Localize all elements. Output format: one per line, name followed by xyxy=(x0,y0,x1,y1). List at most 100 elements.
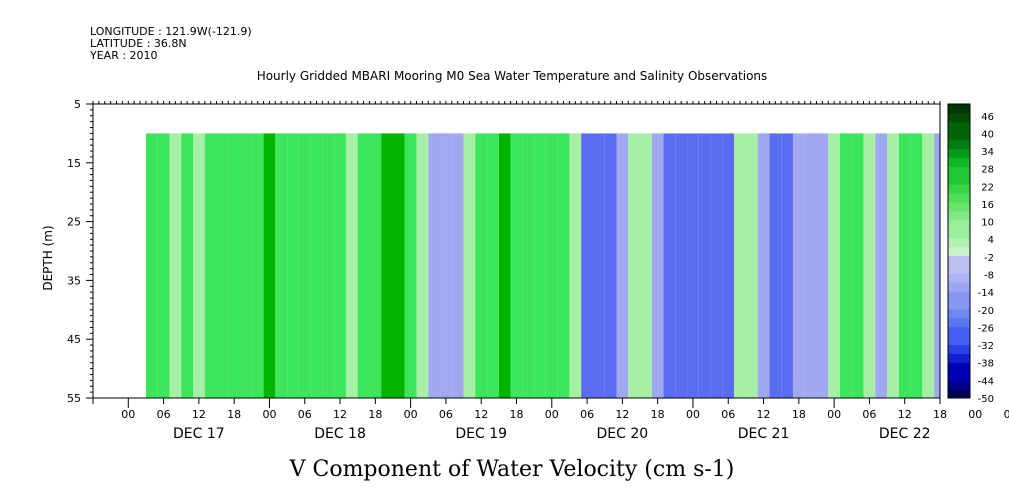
heatmap-cell xyxy=(887,133,899,398)
x-hour-tick-label: 18 xyxy=(368,408,382,421)
heatmap-cell xyxy=(781,133,793,398)
x-hour-tick-label: 12 xyxy=(192,408,206,421)
colorbar: 46 40 34 28 22 16 10 4 -2 -8 -14 -20 -26 -32 -38 -44 -50 xyxy=(947,103,994,405)
colorbar-swatch xyxy=(948,193,970,203)
heatmap-cell xyxy=(392,133,405,398)
heatmap-cell xyxy=(545,133,558,398)
heatmap-cell xyxy=(169,133,182,398)
x-hour-tick-label: 00 xyxy=(827,408,841,421)
colorbar-swatch xyxy=(948,362,970,372)
x-hour-tick-label: 18 xyxy=(933,408,947,421)
x-day-label: DEC 20 xyxy=(597,426,649,442)
colorbar-frame xyxy=(947,103,971,399)
heatmap-cell xyxy=(416,133,429,398)
heatmap-cell xyxy=(310,133,323,398)
colorbar-swatch xyxy=(948,210,970,221)
heatmap-cell xyxy=(569,133,582,398)
heatmap-cell xyxy=(640,133,652,398)
heatmap-cell xyxy=(863,133,876,398)
x-hour-tick-label: 12 xyxy=(333,408,347,421)
x-day-label: DEC 19 xyxy=(455,426,507,442)
heatmap-cell xyxy=(828,133,841,398)
colorbar-swatch xyxy=(948,112,970,123)
heatmap-cell xyxy=(698,133,711,398)
colorbar-swatch xyxy=(948,344,970,354)
x-hour-tick-label: 06 xyxy=(439,408,453,421)
x-hour-tick-label: 06 xyxy=(1004,408,1009,421)
x-day-label: DEC 22 xyxy=(879,426,931,442)
colorbar-swatch xyxy=(948,148,970,158)
colorbar-label: -2 xyxy=(984,253,994,264)
colorbar-swatch xyxy=(948,166,970,176)
heatmap-cell xyxy=(769,133,782,398)
x-day-label: DEC 17 xyxy=(173,426,225,442)
heatmap-cell xyxy=(875,133,888,398)
colorbar-swatch xyxy=(948,389,970,399)
colorbar-label: 10 xyxy=(981,218,994,229)
heatmap-cell xyxy=(287,133,299,398)
heatmap-cell xyxy=(216,133,229,398)
heatmap-cell xyxy=(534,133,546,398)
y-tick-label: 45 xyxy=(67,333,81,346)
heatmap-cell xyxy=(816,133,829,398)
y-tick-label: 35 xyxy=(67,274,81,287)
heatmap-cell xyxy=(181,133,193,398)
latitude-label: LATITUDE : 36.8N xyxy=(90,37,187,50)
heatmap-cell xyxy=(792,133,805,398)
heatmap-cell xyxy=(498,133,511,398)
x-hour-tick-label: 18 xyxy=(651,408,665,421)
heatmap-cell xyxy=(275,133,288,398)
heatmap-cell xyxy=(228,133,241,398)
colorbar-label: 40 xyxy=(981,129,994,140)
heatmap-cell xyxy=(722,133,735,398)
colorbar-swatch xyxy=(948,202,970,212)
colorbar-label: -20 xyxy=(978,306,994,317)
colorbar-swatch xyxy=(948,380,970,390)
heatmap-cell xyxy=(557,133,570,398)
colorbar-swatch xyxy=(948,228,970,239)
x-hour-tick-label: 12 xyxy=(474,408,488,421)
year-label: YEAR : 2010 xyxy=(89,49,158,62)
colorbar-label: 46 xyxy=(981,112,994,123)
colorbar-label: -38 xyxy=(978,359,994,370)
x-day-label: DEC 18 xyxy=(314,426,366,442)
heatmap-cell xyxy=(898,133,911,398)
colorbar-label: 28 xyxy=(981,165,994,176)
x-day-label: DEC 21 xyxy=(738,426,790,442)
x-hour-tick-label: 18 xyxy=(792,408,806,421)
x-hour-tick-label: 18 xyxy=(227,408,241,421)
x-hour-tick-label: 06 xyxy=(580,408,594,421)
heatmap-cell xyxy=(510,133,523,398)
heatmap-cell xyxy=(757,133,770,398)
x-hour-tick-label: 18 xyxy=(510,408,524,421)
colorbar-swatch xyxy=(948,335,970,346)
colorbar-label: -8 xyxy=(984,271,994,282)
colorbar-swatch xyxy=(948,291,970,301)
colorbar-swatch xyxy=(948,371,970,381)
y-axis: 5 15 25 35 45 55 xyxy=(67,98,93,405)
heatmap-cell xyxy=(463,133,476,398)
heatmap-cells xyxy=(145,133,940,398)
colorbar-swatch xyxy=(948,282,970,292)
x-hour-tick-label: 06 xyxy=(862,408,876,421)
colorbar-swatch xyxy=(948,255,970,265)
colorbar-label: -14 xyxy=(978,288,994,299)
y-axis-label: DEPTH (m) xyxy=(41,225,55,290)
heatmap-cell xyxy=(734,133,746,398)
x-hour-tick-label: 06 xyxy=(721,408,735,421)
colorbar-swatch xyxy=(948,130,970,141)
heatmap-cell xyxy=(616,133,629,398)
heatmap-cell xyxy=(263,133,276,398)
colorbar-label: 34 xyxy=(981,147,994,158)
colorbar-label: -26 xyxy=(978,323,994,334)
x-hour-tick-label: 06 xyxy=(298,408,312,421)
heatmap-cell xyxy=(357,133,370,398)
heatmap-cell xyxy=(404,133,417,398)
heatmap-cell xyxy=(251,133,264,398)
x-hour-tick-label: 00 xyxy=(262,408,276,421)
heatmap-cell xyxy=(157,133,170,398)
longitude-label: LONGITUDE : 121.9W(-121.9) xyxy=(90,25,252,38)
colorbar-swatch xyxy=(948,121,970,132)
y-tick-label: 5 xyxy=(74,98,81,111)
